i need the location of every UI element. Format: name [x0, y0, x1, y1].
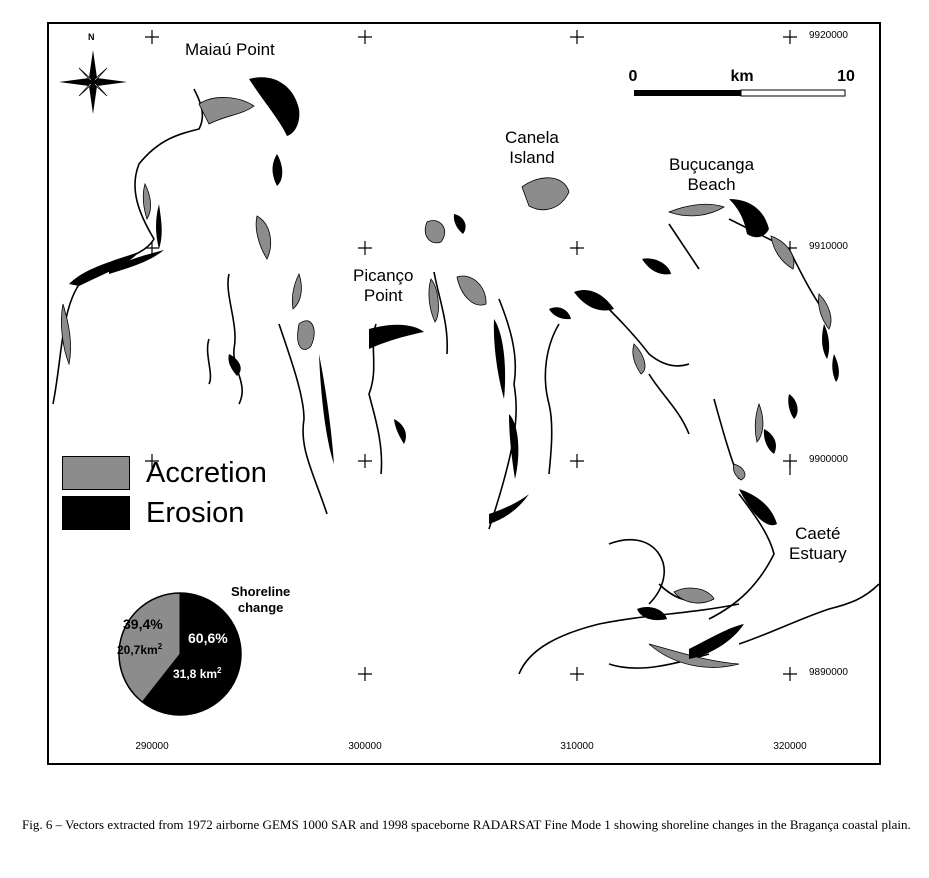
- northing-label: 9890000: [809, 667, 848, 678]
- figure-caption: Fig. 6 – Vectors extracted from 1972 air…: [22, 817, 911, 832]
- scale-end-label: 10: [837, 68, 855, 85]
- pie-erosion-area: 31,8 km2: [173, 666, 222, 681]
- label-picanco-point: Picanço Point: [353, 266, 413, 306]
- coastline-outlines: [52, 88, 879, 675]
- label-picanco-line1: Picanço: [353, 266, 414, 285]
- scale-unit-label: km: [730, 68, 754, 85]
- easting-label: 310000: [560, 741, 594, 752]
- shoreline-change-title-line1: Shoreline: [231, 584, 291, 599]
- pie-erosion-area-value: 31,8 km: [173, 667, 218, 681]
- label-caete-line2: Estuary: [789, 544, 847, 563]
- accretion-patches: [61, 97, 832, 668]
- pie-accretion-area: 20,7km2: [117, 642, 162, 657]
- pie-accretion-area-value: 20,7km: [117, 643, 158, 657]
- compass-rose-icon: [59, 50, 127, 114]
- legend-swatch-erosion: [62, 496, 130, 530]
- northing-label: 9910000: [809, 241, 848, 252]
- legend-swatch-accretion: [62, 456, 130, 490]
- easting-label: 320000: [773, 741, 807, 752]
- legend-label-accretion: Accretion: [146, 457, 267, 489]
- legend-accretion: Accretion: [62, 456, 267, 490]
- pie-accretion-percent: 39,4%: [123, 616, 163, 632]
- shoreline-map: [52, 30, 879, 716]
- scale-bar-open: [740, 89, 846, 97]
- pie-erosion-area-sup: 2: [217, 666, 222, 675]
- scale-bar-solid: [634, 90, 741, 96]
- pie-accretion-area-sup: 2: [157, 642, 163, 651]
- easting-label: 300000: [348, 741, 382, 752]
- easting-label: 290000: [135, 741, 169, 752]
- label-canela-island: Canela Island: [505, 128, 559, 168]
- northing-label: 9900000: [809, 454, 848, 465]
- label-maiau-point: Maiaú Point: [185, 40, 275, 59]
- scale-start-label: 0: [628, 68, 638, 85]
- shoreline-change-title: Shoreline change: [231, 584, 290, 616]
- northing-label: 9920000: [809, 30, 848, 41]
- erosion-patches: [69, 77, 839, 659]
- shoreline-pie-chart: [118, 592, 242, 716]
- label-caete-line1: Caeté: [795, 524, 841, 543]
- label-bucucanga-line1: Buçucanga: [669, 155, 755, 174]
- label-picanco-line2: Point: [363, 286, 403, 305]
- label-bucucanga-line2: Beach: [687, 175, 736, 194]
- label-bucucanga-beach: Buçucanga Beach: [669, 155, 754, 195]
- pie-erosion-percent: 60,6%: [188, 630, 228, 646]
- legend-erosion: Erosion: [62, 496, 244, 530]
- grid-crosses: [145, 30, 797, 681]
- scale-bar: [634, 89, 846, 97]
- north-label: N: [88, 32, 95, 42]
- shoreline-change-title-line2: change: [237, 600, 284, 615]
- map-frame: Maiaú Point Canela Island Buçucanga Beac…: [47, 22, 881, 765]
- label-caete-estuary: Caeté Estuary: [789, 524, 847, 564]
- legend-label-erosion: Erosion: [146, 497, 245, 529]
- label-canela-line1: Canela: [505, 128, 559, 147]
- label-canela-line2: Island: [509, 148, 555, 167]
